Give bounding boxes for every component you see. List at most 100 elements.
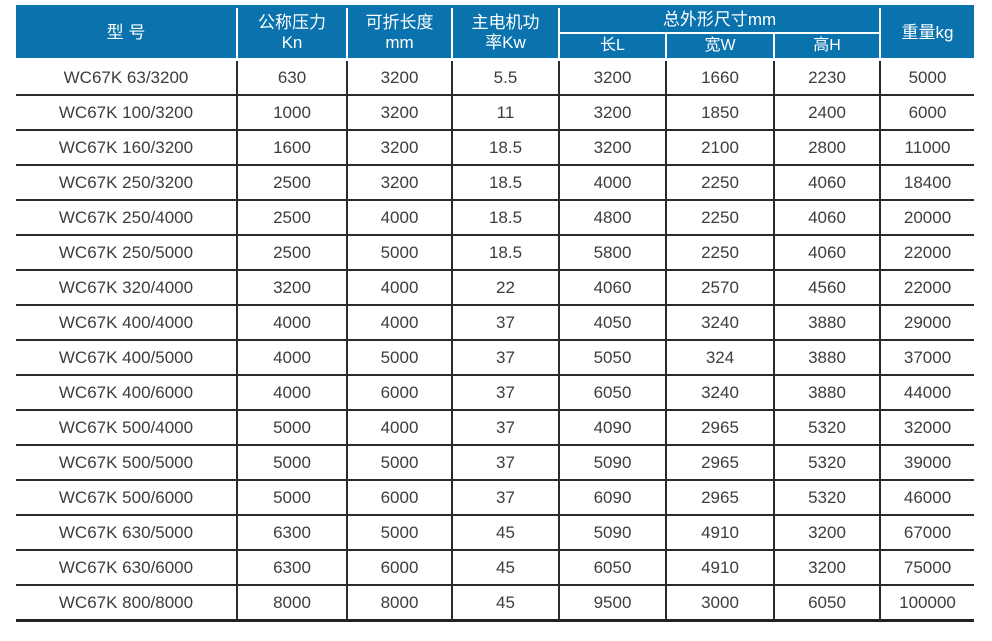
table-cell: 4000: [346, 411, 451, 446]
table-cell: 2500: [236, 166, 346, 201]
table-cell: 4800: [558, 201, 665, 236]
table-cell: 18400: [879, 166, 975, 201]
model-cell: WC67K 630/5000: [16, 516, 236, 551]
table-row: WC67K 630/5000 6300 5000 45 5090 4910 3200 6700…: [16, 516, 975, 551]
table-cell: 18.5: [451, 166, 558, 201]
model-cell: WC67K 250/4000: [16, 201, 236, 236]
header-model: 型 号: [16, 8, 236, 61]
table-cell: 37: [451, 376, 558, 411]
table-cell: 20000: [879, 201, 975, 236]
table-cell: 3880: [773, 306, 880, 341]
table-cell: 5320: [773, 446, 880, 481]
table-cell: 2100: [665, 131, 773, 166]
table-cell: 4060: [773, 236, 880, 271]
table-cell: 29000: [879, 306, 975, 341]
header-pressure-line2: Kn: [281, 33, 303, 52]
table-row: WC67K 630/6000 6300 6000 45 6050 4910 3200 7500…: [16, 551, 975, 586]
table-cell: 4060: [773, 201, 880, 236]
table-cell: 18.5: [451, 236, 558, 271]
table-cell: 4060: [773, 166, 880, 201]
table-cell: 3200: [773, 551, 880, 586]
table-row: WC67K 800/8000 8000 8000 45 9500 3000 6050 1000…: [16, 586, 975, 622]
table-cell: 37: [451, 411, 558, 446]
table-cell: 3200: [346, 96, 451, 131]
table-row: WC67K 320/4000 3200 4000 22 4060 2570 4560 2200…: [16, 271, 975, 306]
header-weight: 重量kg: [879, 8, 975, 61]
table-cell: 4910: [665, 551, 773, 586]
table-cell: 4000: [236, 306, 346, 341]
header-fold-length-line1: 可折长度: [365, 13, 434, 32]
table-cell: 6090: [558, 481, 665, 516]
model-cell: WC67K 800/8000: [16, 586, 236, 622]
model-cell: WC67K 500/5000: [16, 446, 236, 481]
table-cell: 32000: [879, 411, 975, 446]
model-cell: WC67K 100/3200: [16, 96, 236, 131]
model-cell: WC67K 63/3200: [16, 61, 236, 96]
table-cell: 3000: [665, 586, 773, 622]
table-cell: 2250: [665, 201, 773, 236]
table-cell: 37: [451, 481, 558, 516]
header-fold-length: 可折长度 mm: [346, 8, 451, 61]
table-cell: 9500: [558, 586, 665, 622]
header-fold-length-line2: mm: [385, 33, 414, 52]
table-row: WC67K 400/4000 4000 4000 37 4050 3240 3880 2900…: [16, 306, 975, 341]
table-cell: 37: [451, 341, 558, 376]
model-cell: WC67K 250/3200: [16, 166, 236, 201]
table-cell: 3200: [558, 131, 665, 166]
table-cell: 4000: [346, 271, 451, 306]
table-row: WC67K 400/6000 4000 6000 37 6050 3240 3880 4400…: [16, 376, 975, 411]
table-cell: 5320: [773, 481, 880, 516]
table-cell: 3200: [346, 166, 451, 201]
table-cell: 45: [451, 516, 558, 551]
table-cell: 630: [236, 61, 346, 96]
table-row: WC67K 250/4000 2500 4000 18.5 4800 2250 4060 20…: [16, 201, 975, 236]
table-cell: 2500: [236, 236, 346, 271]
table-cell: 37: [451, 306, 558, 341]
table-cell: 3200: [773, 516, 880, 551]
table-cell: 3240: [665, 306, 773, 341]
header-pressure: 公称压力 Kn: [236, 8, 346, 61]
table-cell: 2800: [773, 131, 880, 166]
table-cell: 2570: [665, 271, 773, 306]
table-row: WC67K 250/5000 2500 5000 18.5 5800 2250 4060 22…: [16, 236, 975, 271]
table-cell: 5.5: [451, 61, 558, 96]
table-cell: 3880: [773, 376, 880, 411]
table-cell: 5000: [346, 341, 451, 376]
table-cell: 5000: [236, 446, 346, 481]
table-cell: 75000: [879, 551, 975, 586]
table-row: WC67K 500/4000 5000 4000 37 4090 2965 5320 3200…: [16, 411, 975, 446]
spec-table: 型 号 公称压力 Kn 可折长度 mm 主电机功 率Kw 总外形尺寸mm 重量k…: [16, 5, 975, 622]
table-cell: 4000: [236, 341, 346, 376]
table-cell: 5000: [346, 516, 451, 551]
table-cell: 6050: [558, 376, 665, 411]
table-row: WC67K 100/3200 1000 3200 11 3200 1850 2400 6000: [16, 96, 975, 131]
table-cell: 2965: [665, 411, 773, 446]
table-cell: 4000: [346, 201, 451, 236]
header-dim-length: 长L: [558, 34, 665, 61]
table-cell: 4050: [558, 306, 665, 341]
table-cell: 2965: [665, 481, 773, 516]
table-cell: 3200: [346, 61, 451, 96]
table-cell: 5090: [558, 446, 665, 481]
table-cell: 1600: [236, 131, 346, 166]
table-cell: 4000: [236, 376, 346, 411]
table-cell: 39000: [879, 446, 975, 481]
table-header: 型 号 公称压力 Kn 可折长度 mm 主电机功 率Kw 总外形尺寸mm 重量k…: [16, 8, 975, 61]
model-cell: WC67K 250/5000: [16, 236, 236, 271]
table-cell: 6000: [879, 96, 975, 131]
table-cell: 5050: [558, 341, 665, 376]
table-cell: 5320: [773, 411, 880, 446]
header-pressure-line1: 公称压力: [258, 13, 326, 32]
table-cell: 11000: [879, 131, 975, 166]
table-cell: 3200: [236, 271, 346, 306]
header-row-main: 型 号 公称压力 Kn 可折长度 mm 主电机功 率Kw 总外形尺寸mm 重量k…: [16, 8, 975, 61]
table-cell: 2500: [236, 201, 346, 236]
table-cell: 1850: [665, 96, 773, 131]
table-cell: 3200: [346, 131, 451, 166]
table-row: WC67K 63/3200 630 3200 5.5 3200 1660 2230 5000: [16, 61, 975, 96]
header-motor-power-line2: 率Kw: [485, 33, 526, 52]
table-cell: 5800: [558, 236, 665, 271]
table-cell: 22000: [879, 271, 975, 306]
table-cell: 6000: [346, 551, 451, 586]
header-motor-power: 主电机功 率Kw: [451, 8, 558, 61]
